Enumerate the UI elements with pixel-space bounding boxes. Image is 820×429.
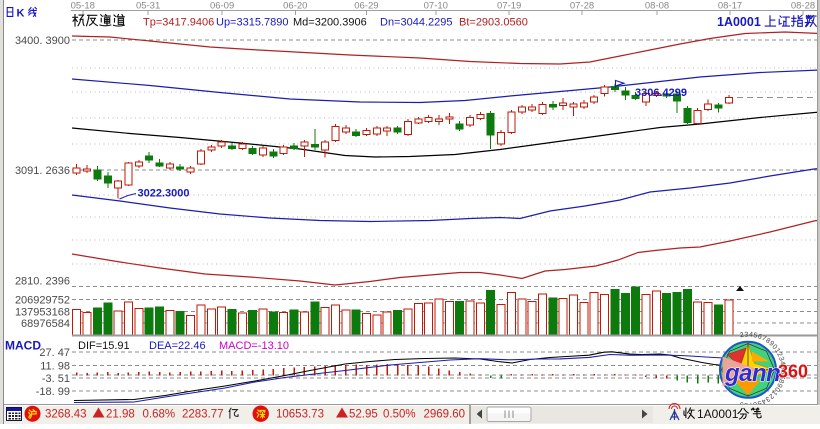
svg-text:6: 6 — [757, 333, 763, 341]
svg-text:Up=3315.7890: Up=3315.7890 — [216, 17, 288, 29]
svg-text:-3. 51: -3. 51 — [42, 373, 70, 385]
svg-text:206929752: 206929752 — [15, 294, 70, 306]
svg-text:1: 1 — [770, 389, 778, 397]
svg-text:11. 98: 11. 98 — [40, 361, 70, 373]
svg-text:gann: gann — [724, 360, 780, 387]
svg-text:2969.60: 2969.60 — [424, 409, 466, 421]
svg-text:MACD=-13.10: MACD=-13.10 — [219, 340, 289, 352]
svg-text:68976584: 68976584 — [21, 318, 70, 330]
svg-text:2283.77: 2283.77 — [182, 409, 224, 421]
svg-text:8: 8 — [764, 337, 771, 345]
svg-text:6: 6 — [752, 400, 757, 408]
svg-text:07-19: 07-19 — [497, 1, 521, 12]
svg-text:8: 8 — [777, 378, 785, 384]
svg-text:Tp=3417.9406: Tp=3417.9406 — [143, 17, 214, 29]
svg-text:3091. 2636: 3091. 2636 — [15, 165, 70, 177]
svg-text:06-29: 06-29 — [354, 1, 378, 12]
svg-text:9: 9 — [767, 340, 775, 348]
svg-text:06-20: 06-20 — [283, 1, 307, 12]
svg-text:2: 2 — [775, 351, 783, 358]
svg-text:2: 2 — [767, 392, 775, 400]
svg-text:7: 7 — [760, 335, 767, 343]
svg-text:6: 6 — [779, 370, 786, 374]
svg-text:1A0001: 1A0001 — [697, 407, 739, 421]
svg-text:08-28: 08-28 — [791, 1, 815, 12]
svg-text:07-10: 07-10 — [424, 1, 448, 12]
svg-text:08-17: 08-17 — [718, 1, 742, 12]
svg-text:Bt=2903.0560: Bt=2903.0560 — [459, 17, 528, 29]
svg-text:2: 2 — [739, 332, 744, 340]
svg-text:5: 5 — [756, 399, 762, 407]
svg-text:0: 0 — [773, 385, 781, 392]
svg-text:3400. 3900: 3400. 3900 — [15, 35, 70, 47]
svg-text:5: 5 — [779, 366, 786, 370]
svg-text:9: 9 — [775, 382, 783, 389]
svg-text:2810. 2396: 2810. 2396 — [15, 276, 70, 288]
svg-text:06-09: 06-09 — [210, 1, 234, 12]
svg-text:K: K — [17, 8, 25, 20]
svg-text:0.50%: 0.50% — [383, 409, 416, 421]
svg-text:1A0001: 1A0001 — [717, 15, 761, 29]
svg-text:4: 4 — [778, 361, 786, 366]
svg-text:4: 4 — [749, 332, 754, 339]
svg-text:-18. 99: -18. 99 — [36, 386, 70, 398]
svg-text:05-18: 05-18 — [71, 1, 95, 12]
svg-text:0.68%: 0.68% — [143, 409, 176, 421]
svg-text:5: 5 — [753, 332, 758, 340]
svg-text:360: 360 — [778, 362, 808, 382]
svg-text:08-08: 08-08 — [645, 1, 669, 12]
svg-text:4: 4 — [760, 397, 767, 405]
svg-text:3022.3000: 3022.3000 — [138, 188, 190, 200]
svg-text:07-28: 07-28 — [570, 1, 594, 12]
svg-text:27. 47: 27. 47 — [39, 347, 70, 359]
svg-text:3: 3 — [744, 331, 748, 338]
svg-text:05-31: 05-31 — [136, 1, 160, 12]
svg-text:52.95: 52.95 — [349, 409, 378, 421]
svg-text:3: 3 — [764, 395, 771, 403]
svg-text:DEA=22.46: DEA=22.46 — [149, 340, 206, 352]
svg-text:21.98: 21.98 — [106, 409, 135, 421]
svg-text:Md=3200.3906: Md=3200.3906 — [293, 17, 367, 29]
svg-text:10653.73: 10653.73 — [276, 409, 324, 421]
svg-text:DIF=15.91: DIF=15.91 — [78, 340, 130, 352]
svg-text:3268.43: 3268.43 — [45, 409, 87, 421]
svg-text:3: 3 — [777, 356, 785, 362]
svg-text:7: 7 — [778, 374, 786, 379]
svg-text:MACD: MACD — [5, 339, 41, 353]
svg-text:137953168: 137953168 — [15, 307, 70, 319]
svg-text:Dn=3044.2295: Dn=3044.2295 — [380, 17, 452, 29]
svg-text:1: 1 — [773, 347, 781, 354]
svg-text:0: 0 — [770, 343, 778, 351]
svg-text:3306.4299: 3306.4299 — [635, 87, 687, 99]
svg-text:9: 9 — [739, 400, 744, 408]
